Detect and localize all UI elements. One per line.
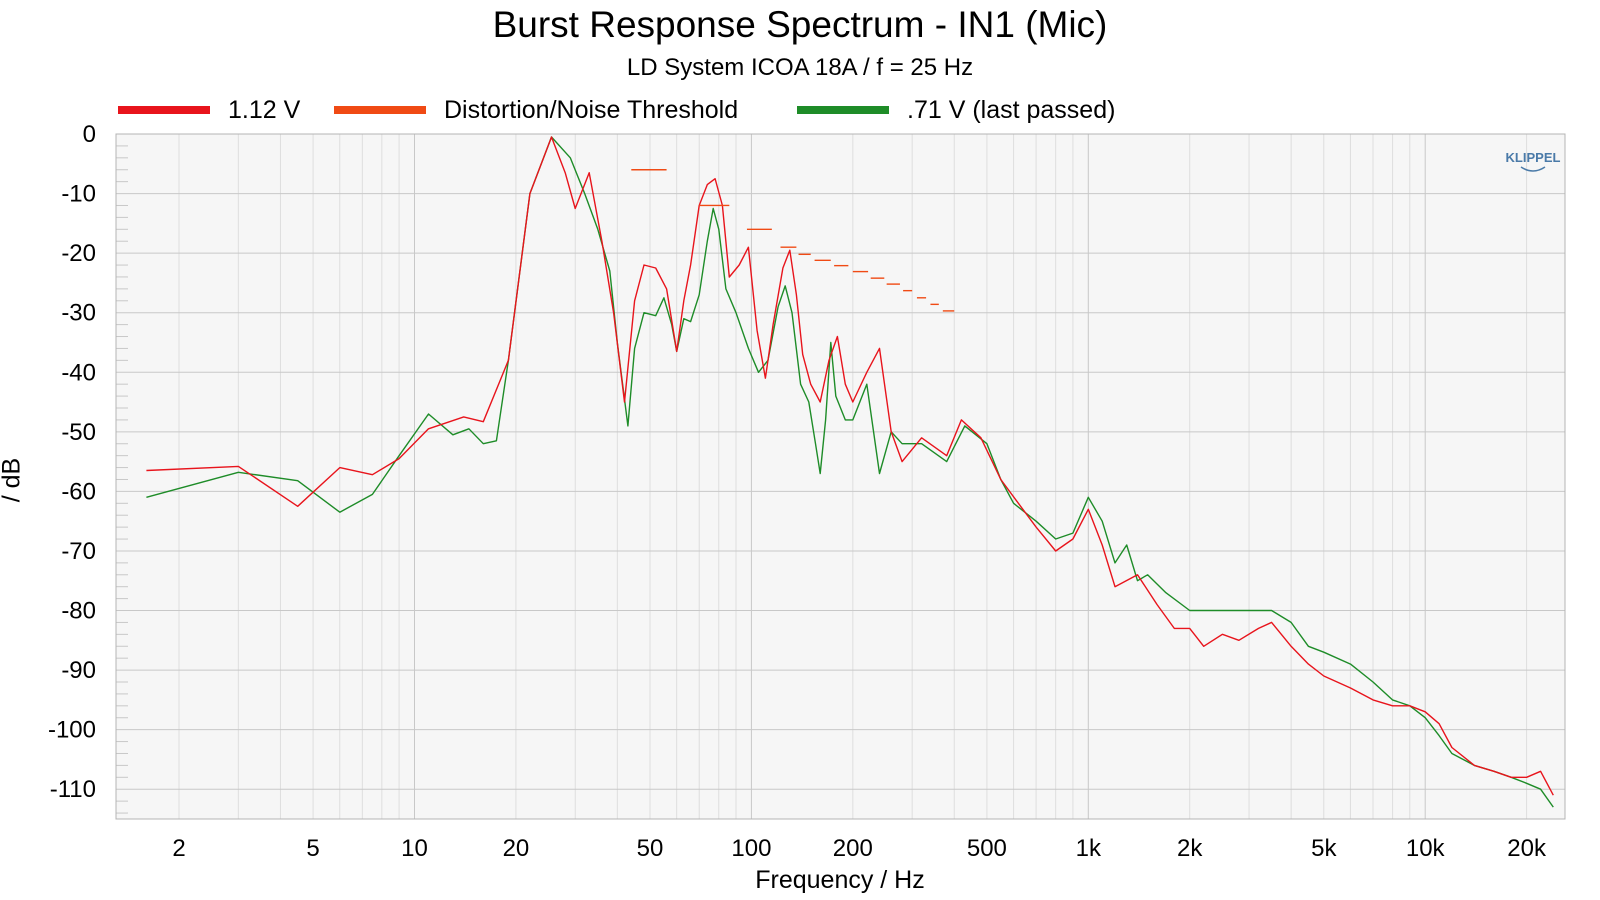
x-tick-label: 5 <box>306 835 319 862</box>
y-tick-label: -70 <box>61 538 96 565</box>
y-tick-labels: 0 -10 -20 -30 -40 -50 -60 -70 -80 -90 -100 -110 <box>48 121 96 803</box>
series-line-0-71v <box>146 136 1554 808</box>
x-tick-label: 10k <box>1406 835 1446 862</box>
y-tick-label: -20 <box>61 240 96 267</box>
plot-background <box>116 134 1565 819</box>
legend-item-green: .71 V (last passed) <box>797 95 1115 125</box>
x-tick-label: 200 <box>833 835 873 862</box>
y-tick-label: 0 <box>83 121 96 148</box>
x-tick-label: 2 <box>172 835 185 862</box>
y-tick-label: -90 <box>61 657 96 684</box>
legend-label-red: 1.12 V <box>228 95 301 124</box>
logo-arc <box>1520 166 1546 172</box>
x-tick-label: 10 <box>401 835 428 862</box>
y-tick-label: -40 <box>61 359 96 386</box>
y-tick-label: -100 <box>48 717 96 744</box>
legend-label-orange: Distortion/Noise Threshold <box>444 95 739 124</box>
x-tick-label: 2k <box>1177 835 1203 862</box>
series-line-1-12v <box>146 136 1554 796</box>
grid-minor <box>178 134 1528 819</box>
klippel-logo: KLIPPEL <box>1506 150 1561 172</box>
y-tick-label: -110 <box>50 776 96 803</box>
y-tick-label: -50 <box>61 419 96 446</box>
y-tick-label: -30 <box>61 300 96 327</box>
x-tick-label: 20k <box>1507 835 1547 862</box>
y-axis-label: / dB <box>0 457 26 503</box>
series-layer <box>146 136 1554 808</box>
legend-item-red: 1.12 V <box>118 95 300 125</box>
x-tick-label: 500 <box>967 835 1007 862</box>
x-tick-labels: 2 5 10 20 50 100 200 500 1k 2k 5k 10k 20k <box>172 835 1547 862</box>
plot-frame <box>115 133 1566 820</box>
x-axis-label: Frequency / Hz <box>755 866 925 894</box>
ticks-minor <box>116 145 128 814</box>
legend-label-green: .71 V (last passed) <box>907 95 1116 124</box>
legend-swatch-orange <box>334 106 426 114</box>
y-tick-label: -60 <box>61 478 96 505</box>
legend-item-orange: Distortion/Noise Threshold <box>334 95 738 125</box>
legend-swatch-green <box>797 106 889 114</box>
chart-title: Burst Response Spectrum - IN1 (Mic) <box>492 4 1108 45</box>
y-tick-label: -80 <box>61 598 96 625</box>
grid-major <box>116 133 1565 819</box>
x-tick-label: 50 <box>637 835 664 862</box>
x-tick-label: 1k <box>1076 835 1102 862</box>
x-tick-label: 5k <box>1311 835 1337 862</box>
chart-subtitle: LD System ICOA 18A / f = 25 Hz <box>626 54 974 81</box>
y-tick-label: -10 <box>61 181 96 208</box>
legend-swatch-red <box>118 106 210 114</box>
x-tick-label: 20 <box>503 835 530 862</box>
logo-text: KLIPPEL <box>1506 150 1561 165</box>
x-tick-label: 100 <box>731 835 771 862</box>
